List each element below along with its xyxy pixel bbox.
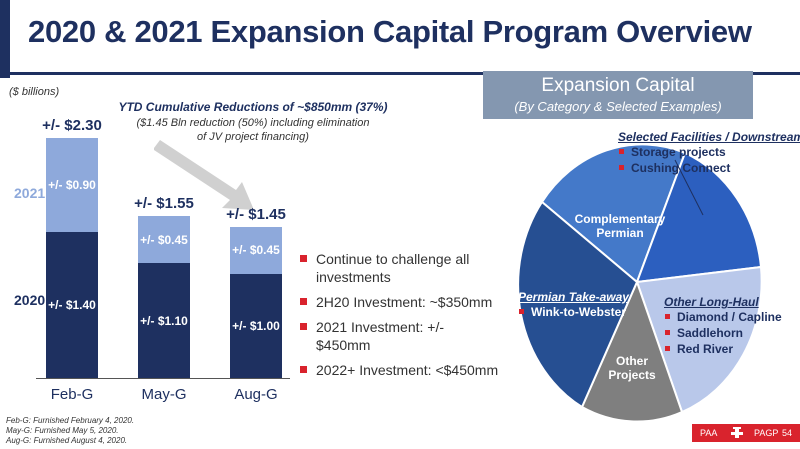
bar-segment-2021-May-G: +/- $0.45 <box>138 216 190 264</box>
footnote: Feb-G: Furnished February 4, 2020. <box>6 416 135 425</box>
legend-2021-label: 2021 <box>14 185 46 201</box>
list-item: Storage projects <box>618 144 800 160</box>
takeaway-title: Permian Take-away <box>518 290 629 304</box>
bar-segment-2020-Aug-G: +/- $1.00 <box>230 273 282 378</box>
bar-segment-2020-Feb-G: +/- $1.40 <box>46 231 98 378</box>
valve-logo-icon <box>731 427 743 438</box>
footer-right-label: PAGP <box>754 428 779 438</box>
bullet-square-icon <box>300 255 307 262</box>
bullet-item: Continue to challenge all investments <box>300 250 500 286</box>
bar-total-label: +/- $1.55 <box>134 195 194 213</box>
footnote: May-G: Furnished May 5, 2020. <box>6 426 119 435</box>
units-label: ($ billions) <box>9 86 60 98</box>
bar-total-label: +/- $1.45 <box>226 205 286 223</box>
bar-data-label: +/- $1.40 <box>48 297 96 312</box>
longhaul-group: Other Long-Haul Diamond / Capline Saddle… <box>664 295 782 357</box>
bullet-square-icon <box>519 309 524 314</box>
bar-segment-2020-May-G: +/- $1.10 <box>138 263 190 378</box>
pie-slice-longhaul <box>635 265 763 414</box>
pie-slice-other <box>580 279 684 423</box>
page-title: 2020 & 2021 Expansion Capital Program Ov… <box>28 14 752 49</box>
pie-label-complementary: Complementary Permian <box>574 212 666 240</box>
x-tick-label: Feb-G <box>50 386 94 403</box>
pie-label-other: Other Projects <box>608 354 656 382</box>
bar-total-label: +/- $2.30 <box>42 117 102 135</box>
page-number: 54 <box>782 428 793 438</box>
reduction-arrow-icon <box>154 140 254 210</box>
bar-chart: +/- $1.40 +/- $0.90 +/- $2.30 Feb-G +/- $1.1… <box>0 0 300 420</box>
reductions-subtitle: ($1.45 Bln reduction (50%) including eli… <box>118 116 388 144</box>
bar-data-label: +/- $0.45 <box>140 232 188 247</box>
chart-baseline <box>36 378 290 379</box>
bullet-item: 2021 Investment: +/- $450mm <box>300 318 500 354</box>
bullet-square-icon <box>300 323 307 330</box>
takeaway-group: Permian Take-away Wink-to-Webster <box>518 290 629 320</box>
bar-segment-2021-Aug-G: +/- $0.45 <box>230 226 282 274</box>
longhaul-title: Other Long-Haul <box>664 295 759 309</box>
list-item: Wink-to-Webster <box>518 304 629 320</box>
bullet-square-icon <box>665 330 670 335</box>
facilities-title: Selected Facilities / Downstream <box>618 130 800 144</box>
expansion-pie-chart <box>517 143 763 423</box>
expansion-capital-header: Expansion Capital (By Category & Selecte… <box>483 71 753 119</box>
list-item: Saddlehorn <box>664 325 782 341</box>
bar-data-label: +/- $0.90 <box>48 178 96 193</box>
title-accent-strip <box>0 0 10 78</box>
title-divider <box>0 72 800 75</box>
footnotes: Feb-G: Furnished February 4, 2020. May-G… <box>6 416 134 446</box>
reductions-subtitle-line1: ($1.45 Bln reduction (50%) including eli… <box>136 117 370 129</box>
x-tick-label: May-G <box>141 386 187 403</box>
list-item: Red River <box>664 341 782 357</box>
bullet-item: 2022+ Investment: <$450mm <box>300 361 500 379</box>
callout-line <box>674 159 704 216</box>
legend-2020-label: 2020 <box>14 292 46 308</box>
expansion-capital-subtitle: (By Category & Selected Examples) <box>514 99 722 114</box>
pie-slice-takeaway <box>517 200 639 409</box>
bullet-square-icon <box>619 149 624 154</box>
footer-bar: PAA PAGP 54 <box>692 424 800 442</box>
reductions-title: YTD Cumulative Reductions of ~$850mm (37… <box>118 100 388 114</box>
list-item: Cushing Connect <box>618 160 800 176</box>
bar-data-label: +/- $1.00 <box>232 318 280 333</box>
facilities-group: Selected Facilities / Downstream Storage… <box>618 130 800 176</box>
bullet-square-icon <box>619 165 624 170</box>
bar-data-label: +/- $1.10 <box>140 313 188 328</box>
bullet-square-icon <box>665 314 670 319</box>
bullet-square-icon <box>300 366 307 373</box>
bullet-item: 2H20 Investment: ~$350mm <box>300 293 500 311</box>
footer-left-label: PAA <box>700 428 718 438</box>
bullet-square-icon <box>665 346 670 351</box>
bullet-list: Continue to challenge all investments 2H… <box>300 250 500 386</box>
list-item: Diamond / Capline <box>664 309 782 325</box>
bar-data-label: +/- $0.45 <box>232 243 280 258</box>
footnote: Aug-G: Furnished August 4, 2020. <box>6 436 128 445</box>
pie-slice-facilities <box>635 151 763 284</box>
expansion-capital-title: Expansion Capital <box>541 75 695 96</box>
bar-segment-2021-Feb-G: +/- $0.90 <box>46 138 98 232</box>
reductions-subtitle-line2: of JV project financing) <box>197 131 309 143</box>
x-tick-label: Aug-G <box>234 386 278 403</box>
bullet-square-icon <box>300 298 307 305</box>
